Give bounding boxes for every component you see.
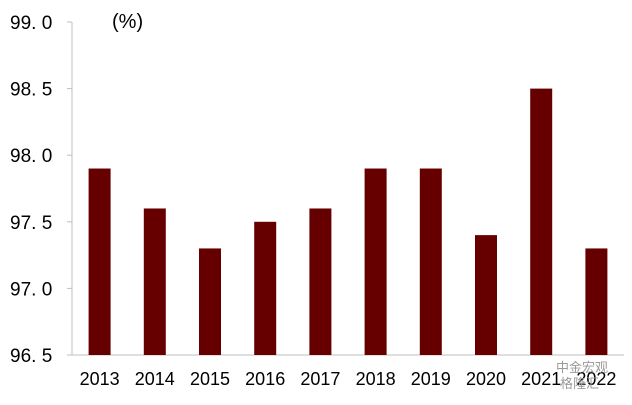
bar (143, 208, 166, 355)
bar (88, 168, 111, 355)
watermark-line1: 中金宏观 (556, 360, 608, 375)
x-tick-label: 2016 (245, 369, 285, 389)
bar (309, 208, 332, 355)
watermark: 中金宏观 格隆汇 (556, 360, 608, 391)
x-tick-label: 2021 (521, 369, 561, 389)
x-tick-label: 2014 (135, 369, 175, 389)
y-tick-label: 96. 5 (10, 346, 52, 367)
bar (585, 248, 608, 355)
x-tick-label: 2018 (356, 369, 396, 389)
y-tick-label: 97. 0 (10, 279, 52, 300)
x-tick-label: 2013 (80, 369, 120, 389)
bar (419, 168, 442, 355)
tick-labels: 96. 5 97. 0 97. 5 98. 0 98. 5 99. 0 2013 2014 20… (10, 13, 616, 389)
y-tick-label: 97. 5 (10, 213, 52, 234)
x-tick-label: 2015 (190, 369, 230, 389)
x-tick-label: 2017 (300, 369, 340, 389)
x-tick-label: 2020 (466, 369, 506, 389)
x-tick-label: 2019 (411, 369, 451, 389)
bars (88, 88, 608, 355)
bar (530, 88, 553, 355)
bar (254, 221, 277, 355)
x-tick-label: 2022 (576, 369, 616, 389)
y-tick-label: 99. 0 (10, 13, 52, 34)
y-tick-label: 98. 5 (10, 80, 52, 101)
bar (364, 168, 387, 355)
y-tick-label: 98. 0 (10, 146, 52, 167)
bar (199, 248, 221, 355)
unit-label: (%) (112, 11, 143, 33)
watermark-line2: 格隆汇 (560, 376, 599, 391)
bar (475, 235, 497, 355)
